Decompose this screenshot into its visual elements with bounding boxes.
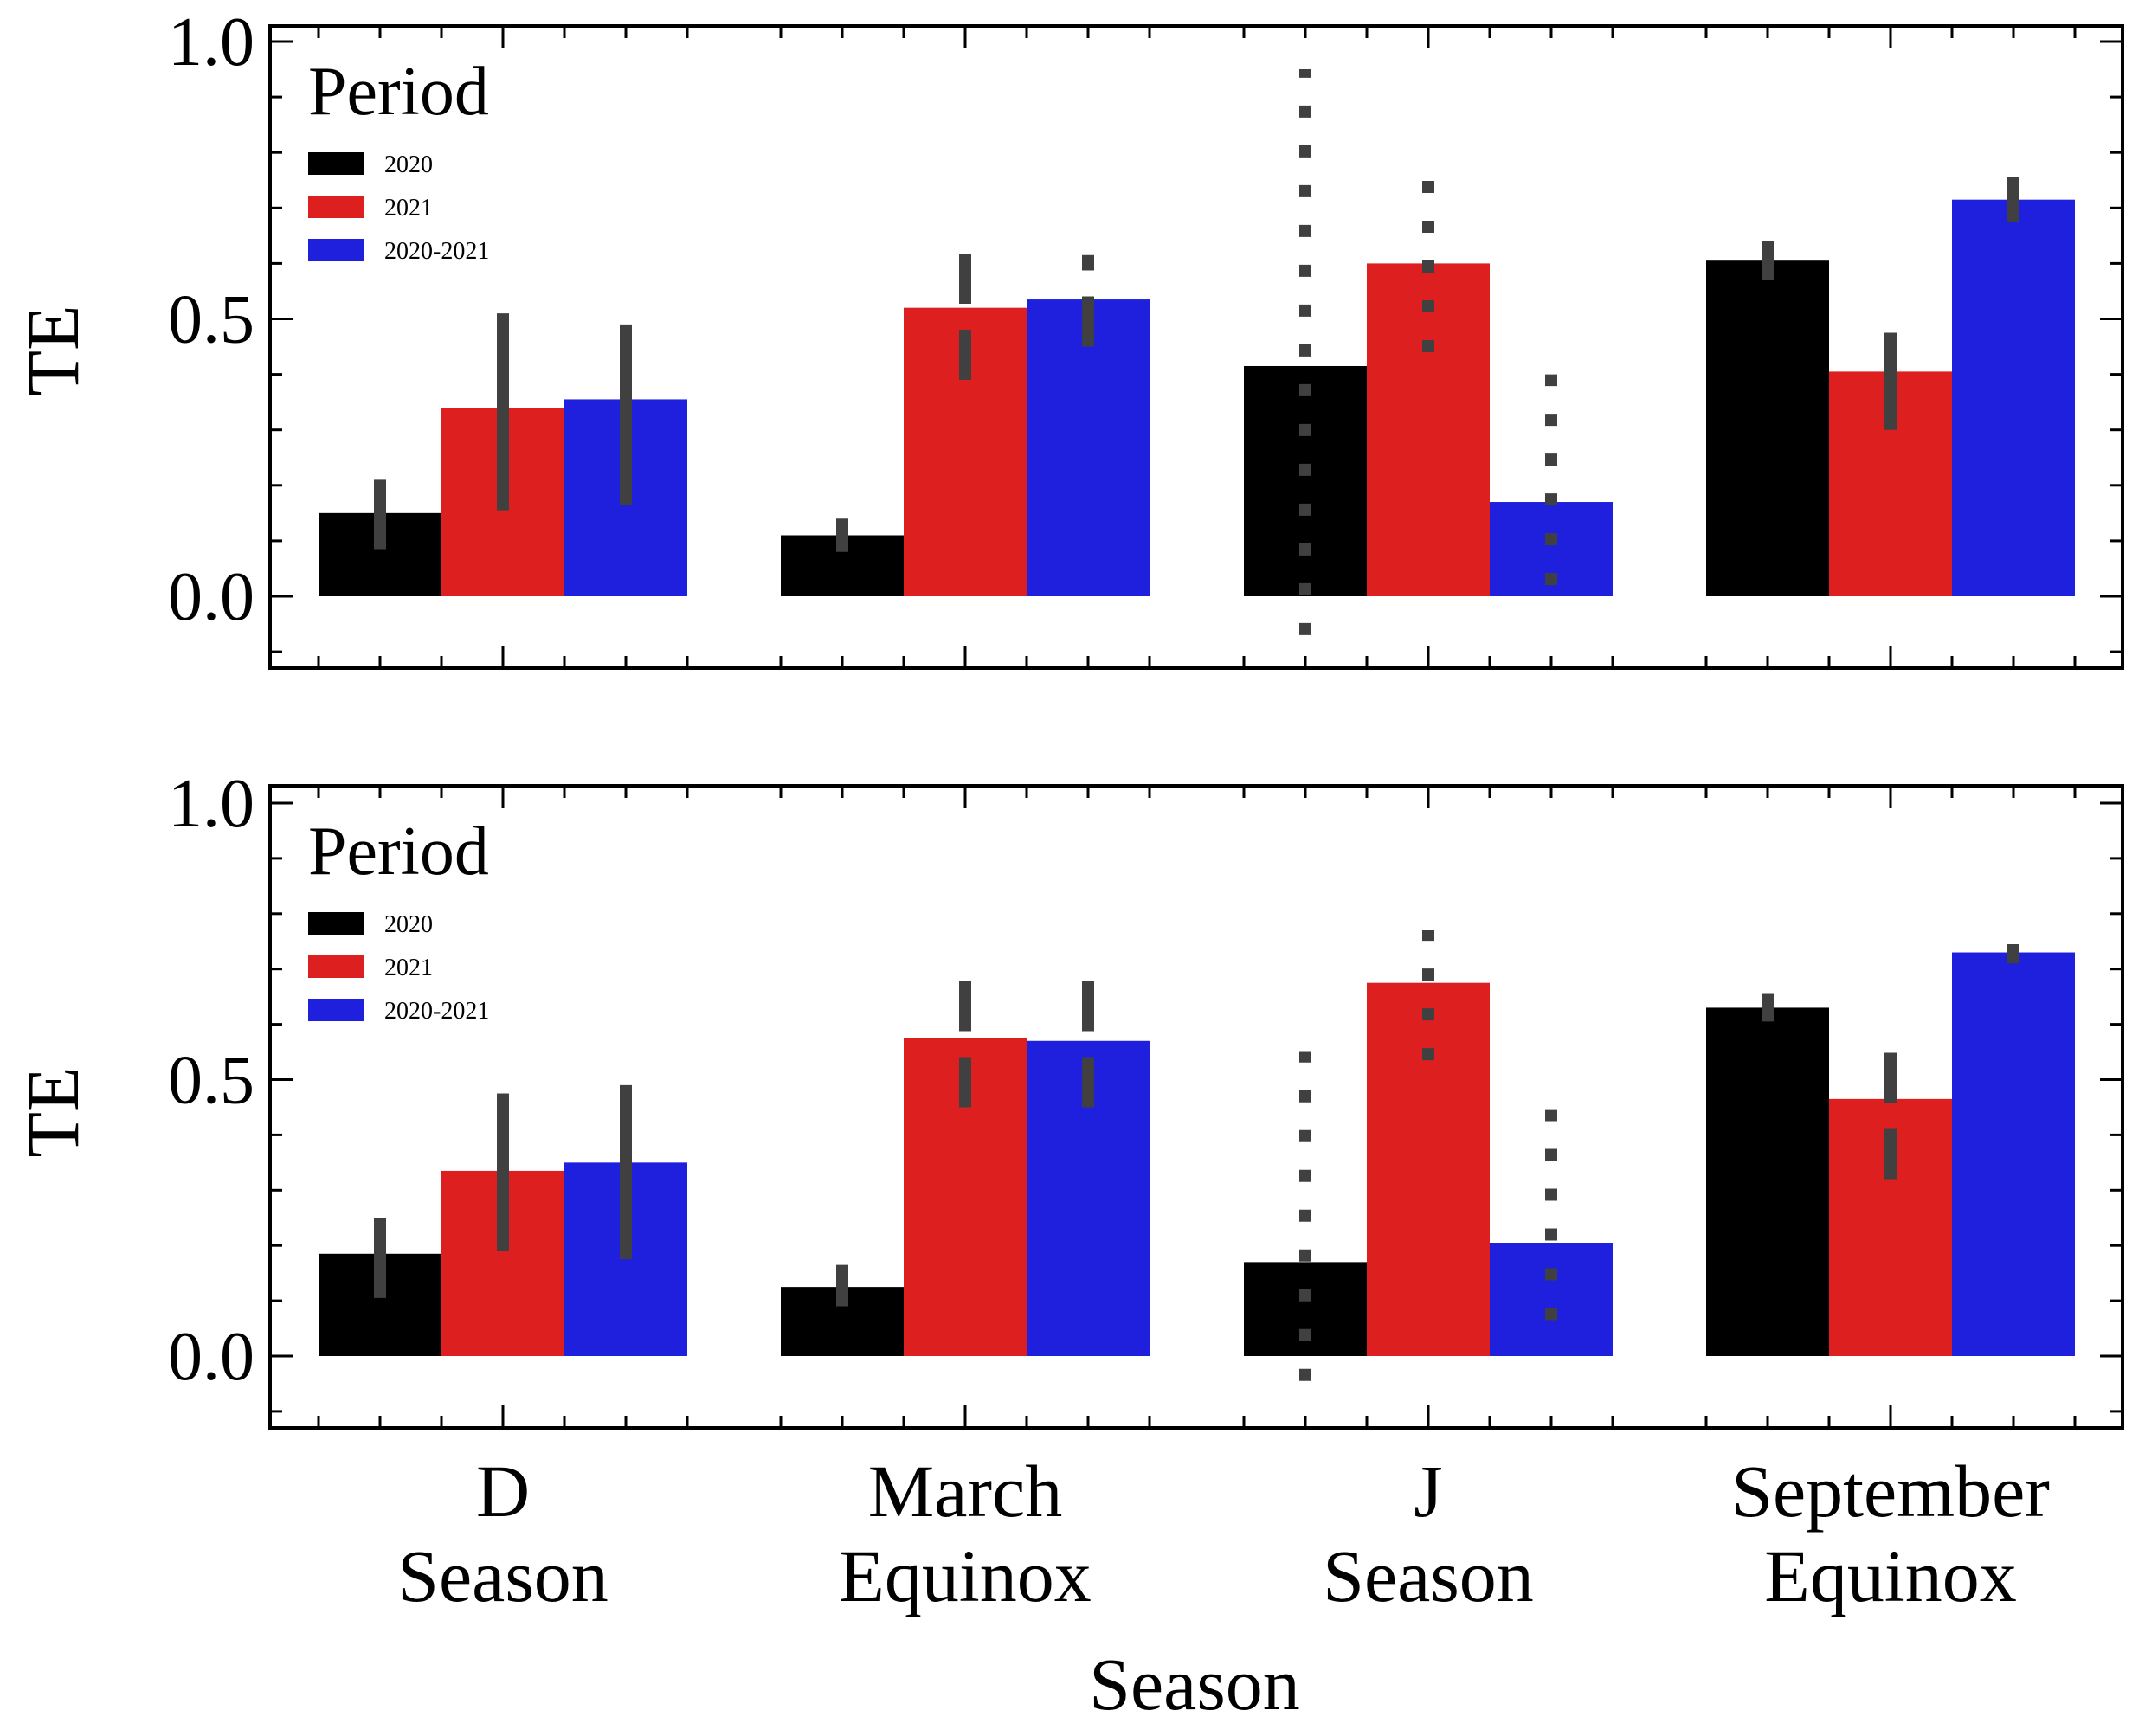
legend-swatch-2020 — [308, 152, 364, 175]
legend-label-2020-2021: 2020-2021 — [384, 998, 489, 1025]
category-label-march-line2: Equinox — [839, 1534, 1091, 1617]
category-label-march-line1: March — [868, 1450, 1062, 1533]
bar-2020-2021-j-season — [1490, 1243, 1613, 1356]
y-tick-label: 1.0 — [168, 4, 254, 80]
axes-frame — [268, 784, 2124, 1430]
legend-label-2020: 2020 — [384, 911, 433, 938]
y-tick-label: 0.5 — [168, 282, 254, 358]
legend-title: Period — [308, 813, 489, 890]
bottom-panel: 0.0 0.5 1.0 Period 2020 2021 2020-2021 — [168, 766, 2124, 1430]
bar-2021-j-season — [1367, 263, 1490, 596]
legend-label-2021: 2021 — [384, 955, 433, 981]
top-panel: 0.0 0.5 1.0 Period 2020 2021 2020-2021 — [168, 4, 2124, 670]
y-tick-label: 0.0 — [168, 559, 254, 635]
legend-swatch-2021 — [308, 955, 364, 978]
y-tick-label: 1.0 — [168, 766, 254, 842]
bar-2020-2021-september-equinox — [1952, 199, 2075, 596]
legend-title: Period — [308, 54, 489, 130]
bar-2021-j-season — [1367, 982, 1490, 1356]
legend-swatch-2020-2021 — [308, 999, 364, 1021]
category-labels: D Season March Equinox J Season Septembe… — [397, 1450, 2050, 1617]
top-y-axis-label: TE — [11, 305, 94, 395]
legend-swatch-2020 — [308, 912, 364, 935]
legend-label-2021: 2021 — [384, 195, 433, 222]
bar-2020-september-equinox — [1706, 1007, 1829, 1356]
bar-2020-2021-march-equinox — [1027, 299, 1150, 596]
category-label-d-line1: D — [476, 1450, 530, 1533]
legend-label-2020: 2020 — [384, 151, 433, 178]
axes-frame — [268, 24, 2124, 670]
legend-label-2020-2021: 2020-2021 — [384, 238, 489, 265]
legend-swatch-2021 — [308, 196, 364, 218]
category-label-d-line2: Season — [397, 1534, 609, 1617]
bar-2020-j-season — [1244, 1262, 1367, 1356]
category-label-j-line1: J — [1414, 1450, 1442, 1533]
bar-2020-2021-september-equinox — [1952, 952, 2075, 1356]
category-label-september-line2: Equinox — [1764, 1534, 2016, 1617]
legend-swatch-2020-2021 — [308, 239, 364, 261]
category-label-september-line1: September — [1731, 1450, 2050, 1533]
y-tick-label: 0.0 — [168, 1319, 254, 1395]
bar-2020-september-equinox — [1706, 260, 1829, 596]
y-tick-label: 0.5 — [168, 1043, 254, 1119]
bar-2020-j-season — [1244, 365, 1367, 596]
category-label-j-line2: Season — [1323, 1534, 1534, 1617]
bottom-y-axis-label: TE — [11, 1066, 94, 1157]
x-axis-label: Season — [1089, 1643, 1300, 1726]
